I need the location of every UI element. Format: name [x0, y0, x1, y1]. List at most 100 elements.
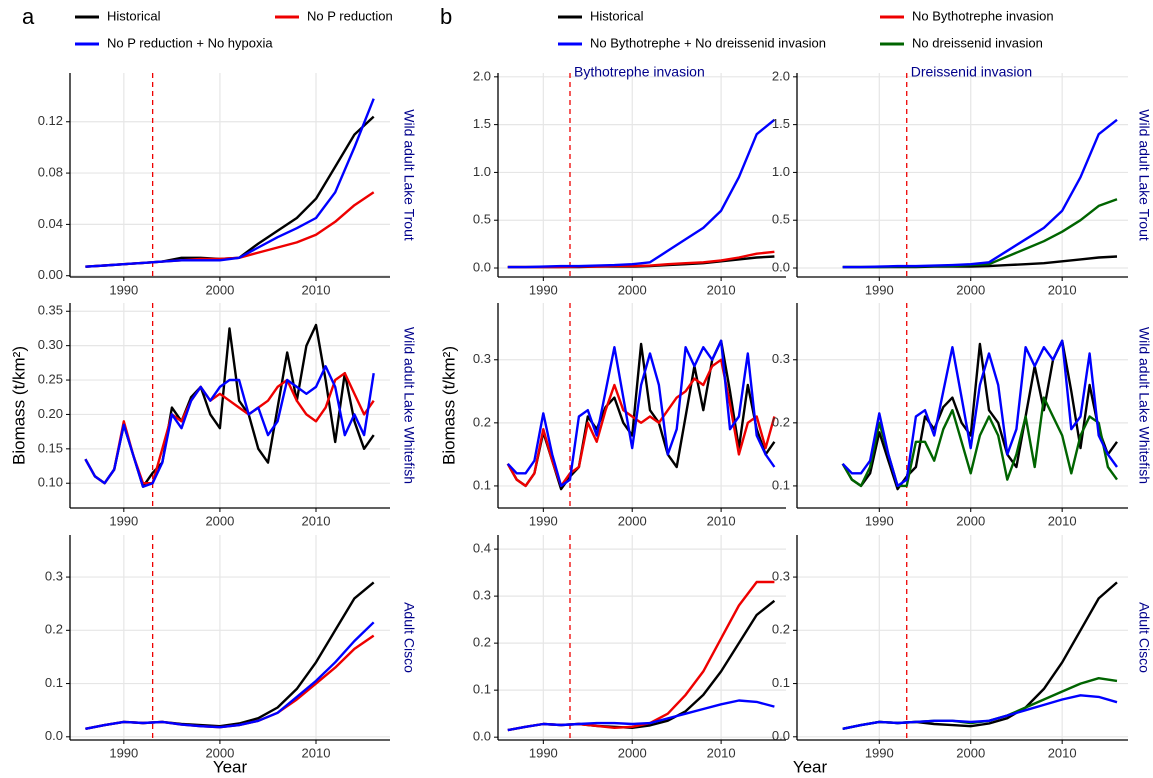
- facet-label: Wild adult Lake Whitefish: [401, 327, 417, 484]
- series-line: [842, 581, 1118, 730]
- y-tick-label: 0.10: [38, 475, 63, 490]
- legend-label: Historical: [590, 8, 644, 23]
- series-line: [507, 580, 775, 732]
- x-tick-label: 1990: [109, 282, 138, 297]
- panel-letter: a: [22, 4, 35, 29]
- x-tick-label: 2000: [205, 745, 234, 760]
- y-tick-label: 0.2: [45, 622, 63, 637]
- y-tick-label: 0.1: [772, 675, 790, 690]
- y-tick-label: 0.3: [772, 569, 790, 584]
- series-line: [85, 191, 375, 268]
- y-tick-label: 2.0: [473, 68, 491, 83]
- series-line: [842, 198, 1118, 269]
- facet-label: Adult Cisco: [401, 602, 417, 673]
- x-tick-label: 1990: [865, 513, 894, 528]
- y-tick-label: 0.15: [38, 440, 63, 455]
- facet-label: Wild adult Lake Trout: [1136, 109, 1152, 241]
- y-axis-title: Biomass (t/km²): [439, 346, 458, 465]
- x-tick-label: 2000: [618, 513, 647, 528]
- y-tick-label: 0.3: [473, 588, 491, 603]
- x-tick-label: 1990: [865, 282, 894, 297]
- series-line: [85, 634, 375, 730]
- series-line: [842, 694, 1118, 730]
- y-tick-label: 0.2: [772, 622, 790, 637]
- x-tick-label: 2010: [302, 513, 331, 528]
- x-tick-label: 1990: [865, 745, 894, 760]
- series-line: [507, 599, 776, 732]
- y-tick-label: 0.5: [772, 212, 790, 227]
- y-tick-label: 1.5: [772, 116, 790, 131]
- series-line: [85, 115, 375, 268]
- legend: Historical No P reduction No P reduction +…: [75, 8, 1054, 50]
- y-tick-label: 0.0: [772, 728, 790, 743]
- series-line: [841, 339, 1118, 488]
- series-line: [85, 581, 375, 730]
- series-line: [842, 118, 1118, 269]
- y-tick-label: 0.2: [473, 635, 491, 650]
- series-line: [85, 621, 375, 730]
- y-tick-label: 0.0: [473, 259, 491, 274]
- legend-label: No P reduction: [307, 8, 393, 23]
- y-tick-label: 0.2: [473, 414, 491, 429]
- x-tick-label: 2000: [956, 513, 985, 528]
- y-tick-label: 1.5: [473, 116, 491, 131]
- series-line: [507, 699, 775, 732]
- legend-label: No P reduction + No hypoxia: [107, 35, 273, 50]
- x-tick-label: 2010: [707, 282, 736, 297]
- y-tick-label: 0.0: [45, 728, 63, 743]
- x-tick-label: 2000: [205, 282, 234, 297]
- y-tick-label: 2.0: [772, 68, 790, 83]
- series-line: [507, 118, 776, 269]
- x-tick-label: 2000: [956, 282, 985, 297]
- legend-label: No dreissenid invasion: [912, 35, 1043, 50]
- annotation: Dreissenid invasion: [911, 64, 1032, 80]
- x-tick-label: 1990: [109, 745, 138, 760]
- series-line: [84, 365, 375, 488]
- x-tick-label: 2000: [956, 745, 985, 760]
- x-tick-label: 1990: [529, 513, 558, 528]
- y-tick-label: 0.3: [473, 351, 491, 366]
- legend-label: Historical: [107, 8, 161, 23]
- x-tick-label: 1990: [529, 745, 558, 760]
- x-tick-label: 1990: [529, 282, 558, 297]
- series-line: [506, 339, 776, 491]
- series-line: [841, 339, 1118, 491]
- series-line: [85, 98, 375, 268]
- annotation: Bythotrephe invasion: [574, 64, 705, 80]
- series-line: [506, 339, 776, 488]
- x-tick-label: 2010: [302, 745, 331, 760]
- x-tick-label: 2010: [707, 745, 736, 760]
- series-line: [506, 358, 776, 488]
- x-tick-label: 2010: [1048, 282, 1077, 297]
- y-tick-label: 0.1: [473, 477, 491, 492]
- y-tick-label: 0.20: [38, 406, 63, 421]
- y-tick-label: 1.0: [473, 164, 491, 179]
- facet-label: Adult Cisco: [1136, 602, 1152, 673]
- x-tick-label: 2010: [1048, 745, 1077, 760]
- series-line: [841, 396, 1118, 488]
- x-tick-label: 2000: [205, 513, 234, 528]
- y-tick-label: 0.30: [38, 337, 63, 352]
- y-tick-label: 0.0: [772, 259, 790, 274]
- y-tick-label: 0.1: [45, 675, 63, 690]
- y-tick-label: 0.4: [473, 541, 491, 556]
- facet-label: Wild adult Lake Whitefish: [1136, 327, 1152, 484]
- panel-letter: b: [440, 4, 452, 29]
- y-tick-label: 0.2: [772, 414, 790, 429]
- y-tick-label: 0.08: [38, 165, 63, 180]
- x-axis-title: Year: [213, 757, 248, 776]
- x-tick-label: 2010: [302, 282, 331, 297]
- facet-label: Wild adult Lake Trout: [401, 109, 417, 241]
- y-tick-label: 0.25: [38, 371, 63, 386]
- series-line: [84, 372, 375, 485]
- x-tick-label: 2010: [707, 513, 736, 528]
- y-tick-label: 0.3: [45, 569, 63, 584]
- x-tick-label: 2000: [618, 282, 647, 297]
- x-tick-label: 2000: [618, 745, 647, 760]
- y-tick-label: 0.0: [473, 729, 491, 744]
- x-tick-label: 2010: [1048, 513, 1077, 528]
- legend-label: No Bythotrephe invasion: [912, 8, 1054, 23]
- y-tick-label: 0.1: [473, 682, 491, 697]
- y-tick-label: 0.3: [772, 351, 790, 366]
